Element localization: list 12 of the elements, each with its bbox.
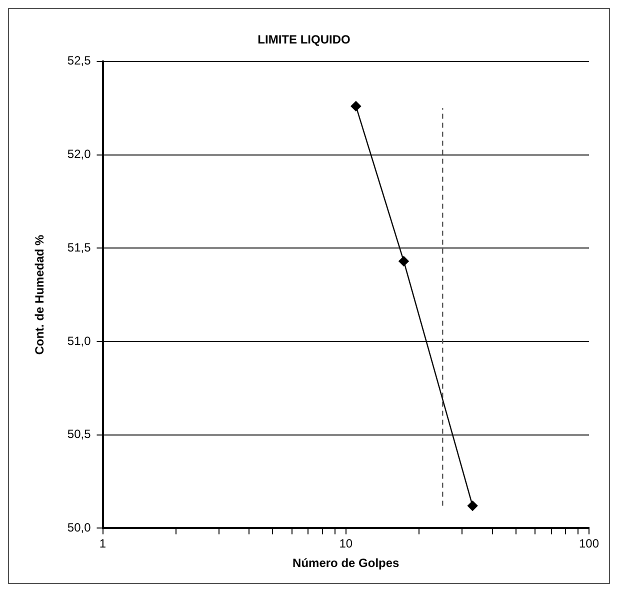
- chart-title: LIMITE LIQUIDO: [258, 32, 350, 47]
- y-tick-label: 52,5: [67, 54, 92, 68]
- y-tick-label: 50,0: [67, 520, 92, 535]
- x-axis-title: Número de Golpes: [292, 556, 400, 570]
- y-tick-label: 52,0: [67, 147, 92, 162]
- y-tick-label: 50,5: [67, 427, 92, 442]
- x-tick-label: 100: [578, 536, 600, 551]
- y-axis-title: Cont. de Humedad %: [32, 234, 47, 355]
- y-tick-label: 51,0: [67, 334, 92, 348]
- y-tick-label: 51,5: [67, 240, 92, 254]
- x-tick-label: 10: [339, 536, 353, 551]
- x-tick-label: 1: [99, 536, 106, 551]
